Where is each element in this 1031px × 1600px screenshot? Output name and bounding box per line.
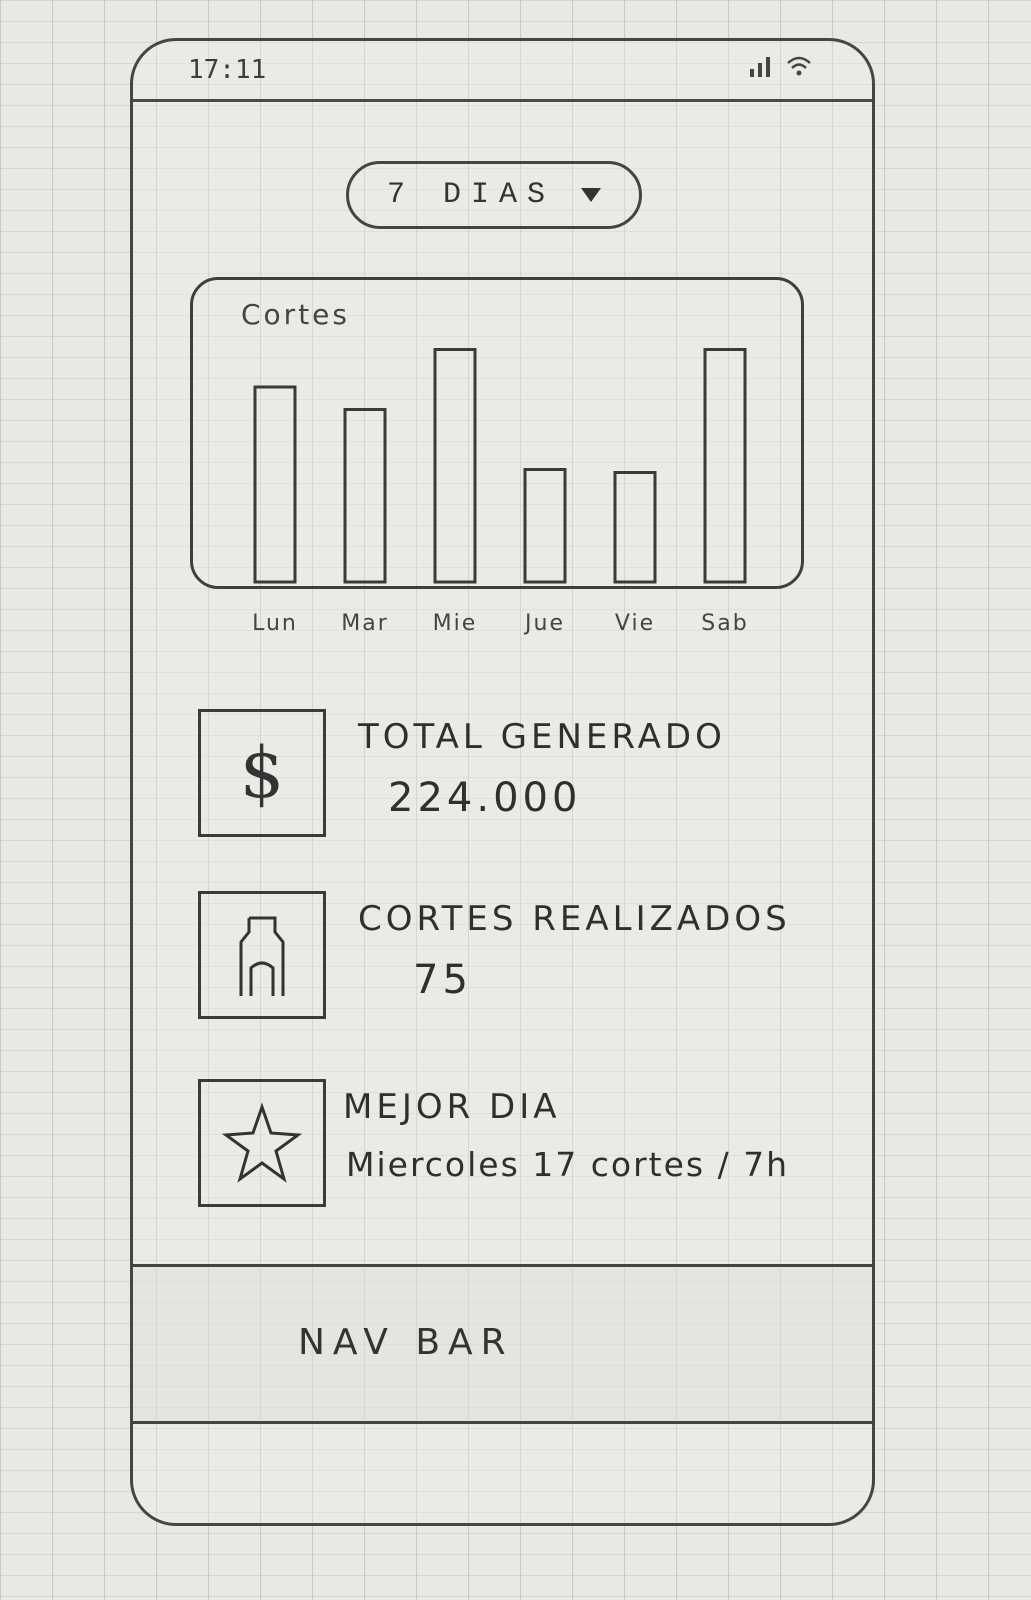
chevron-down-icon — [581, 188, 602, 202]
cortes-bar-chart: Lun Mar Mie Jue Vie Sab — [252, 348, 748, 636]
chart-bar-vie — [613, 471, 657, 584]
stat-total-generado: $ TOTAL GENERADO 224.000 — [198, 709, 818, 841]
barber-chair-icon — [239, 916, 285, 996]
chart-x-tick-label: Sab — [701, 611, 748, 636]
phone-frame: 17:11 7 DIAS Cortes Lun Mar Mie Jue Vie Sab $… — [130, 38, 875, 1526]
star-icon — [221, 1102, 303, 1183]
stat-mejor-label: MEJOR DIA — [343, 1087, 561, 1127]
wifi-icon — [786, 55, 812, 77]
chart-x-tick-label: Vie — [615, 611, 655, 636]
dollar-icon-box: $ — [198, 709, 326, 837]
stat-mejor-value: Miercoles 17 cortes / 7h — [346, 1145, 790, 1184]
stat-total-label: TOTAL GENERADO — [358, 717, 726, 757]
chart-x-tick-label: Lun — [252, 611, 298, 636]
status-bar: 17:11 — [133, 41, 872, 102]
chart-x-tick-label: Mie — [433, 611, 478, 636]
period-filter-dropdown[interactable]: 7 DIAS — [346, 161, 642, 229]
nav-bar-label: NAV BAR — [298, 1322, 514, 1363]
chart-bar-mie — [433, 348, 477, 584]
stat-mejor-dia: MEJOR DIA Miercoles 17 cortes / 7h — [198, 1079, 818, 1211]
chart-bar-lun — [253, 385, 297, 584]
signal-icon — [750, 55, 770, 77]
dollar-icon: $ — [239, 732, 285, 814]
nav-bar[interactable]: NAV BAR — [133, 1264, 872, 1424]
cortes-chart-card: Cortes — [190, 277, 804, 589]
chart-bar-mar — [343, 408, 387, 584]
barber-chair-icon-box — [198, 891, 326, 1019]
stat-cortes-realizados: CORTES REALIZADOS 75 — [198, 891, 818, 1023]
status-time: 17:11 — [188, 55, 267, 85]
stat-cortes-value: 75 — [413, 957, 472, 1003]
chart-x-tick-label: Mar — [341, 611, 389, 636]
chart-bar-jue — [523, 468, 567, 584]
stat-total-value: 224.000 — [388, 775, 582, 821]
chart-title: Cortes — [241, 298, 350, 331]
chart-bar-sab — [703, 348, 747, 584]
status-icons — [750, 55, 812, 77]
stat-cortes-label: CORTES REALIZADOS — [358, 899, 791, 939]
period-filter-label: 7 DIAS — [386, 178, 556, 212]
chart-x-tick-label: Jue — [523, 611, 565, 636]
star-icon-box — [198, 1079, 326, 1207]
